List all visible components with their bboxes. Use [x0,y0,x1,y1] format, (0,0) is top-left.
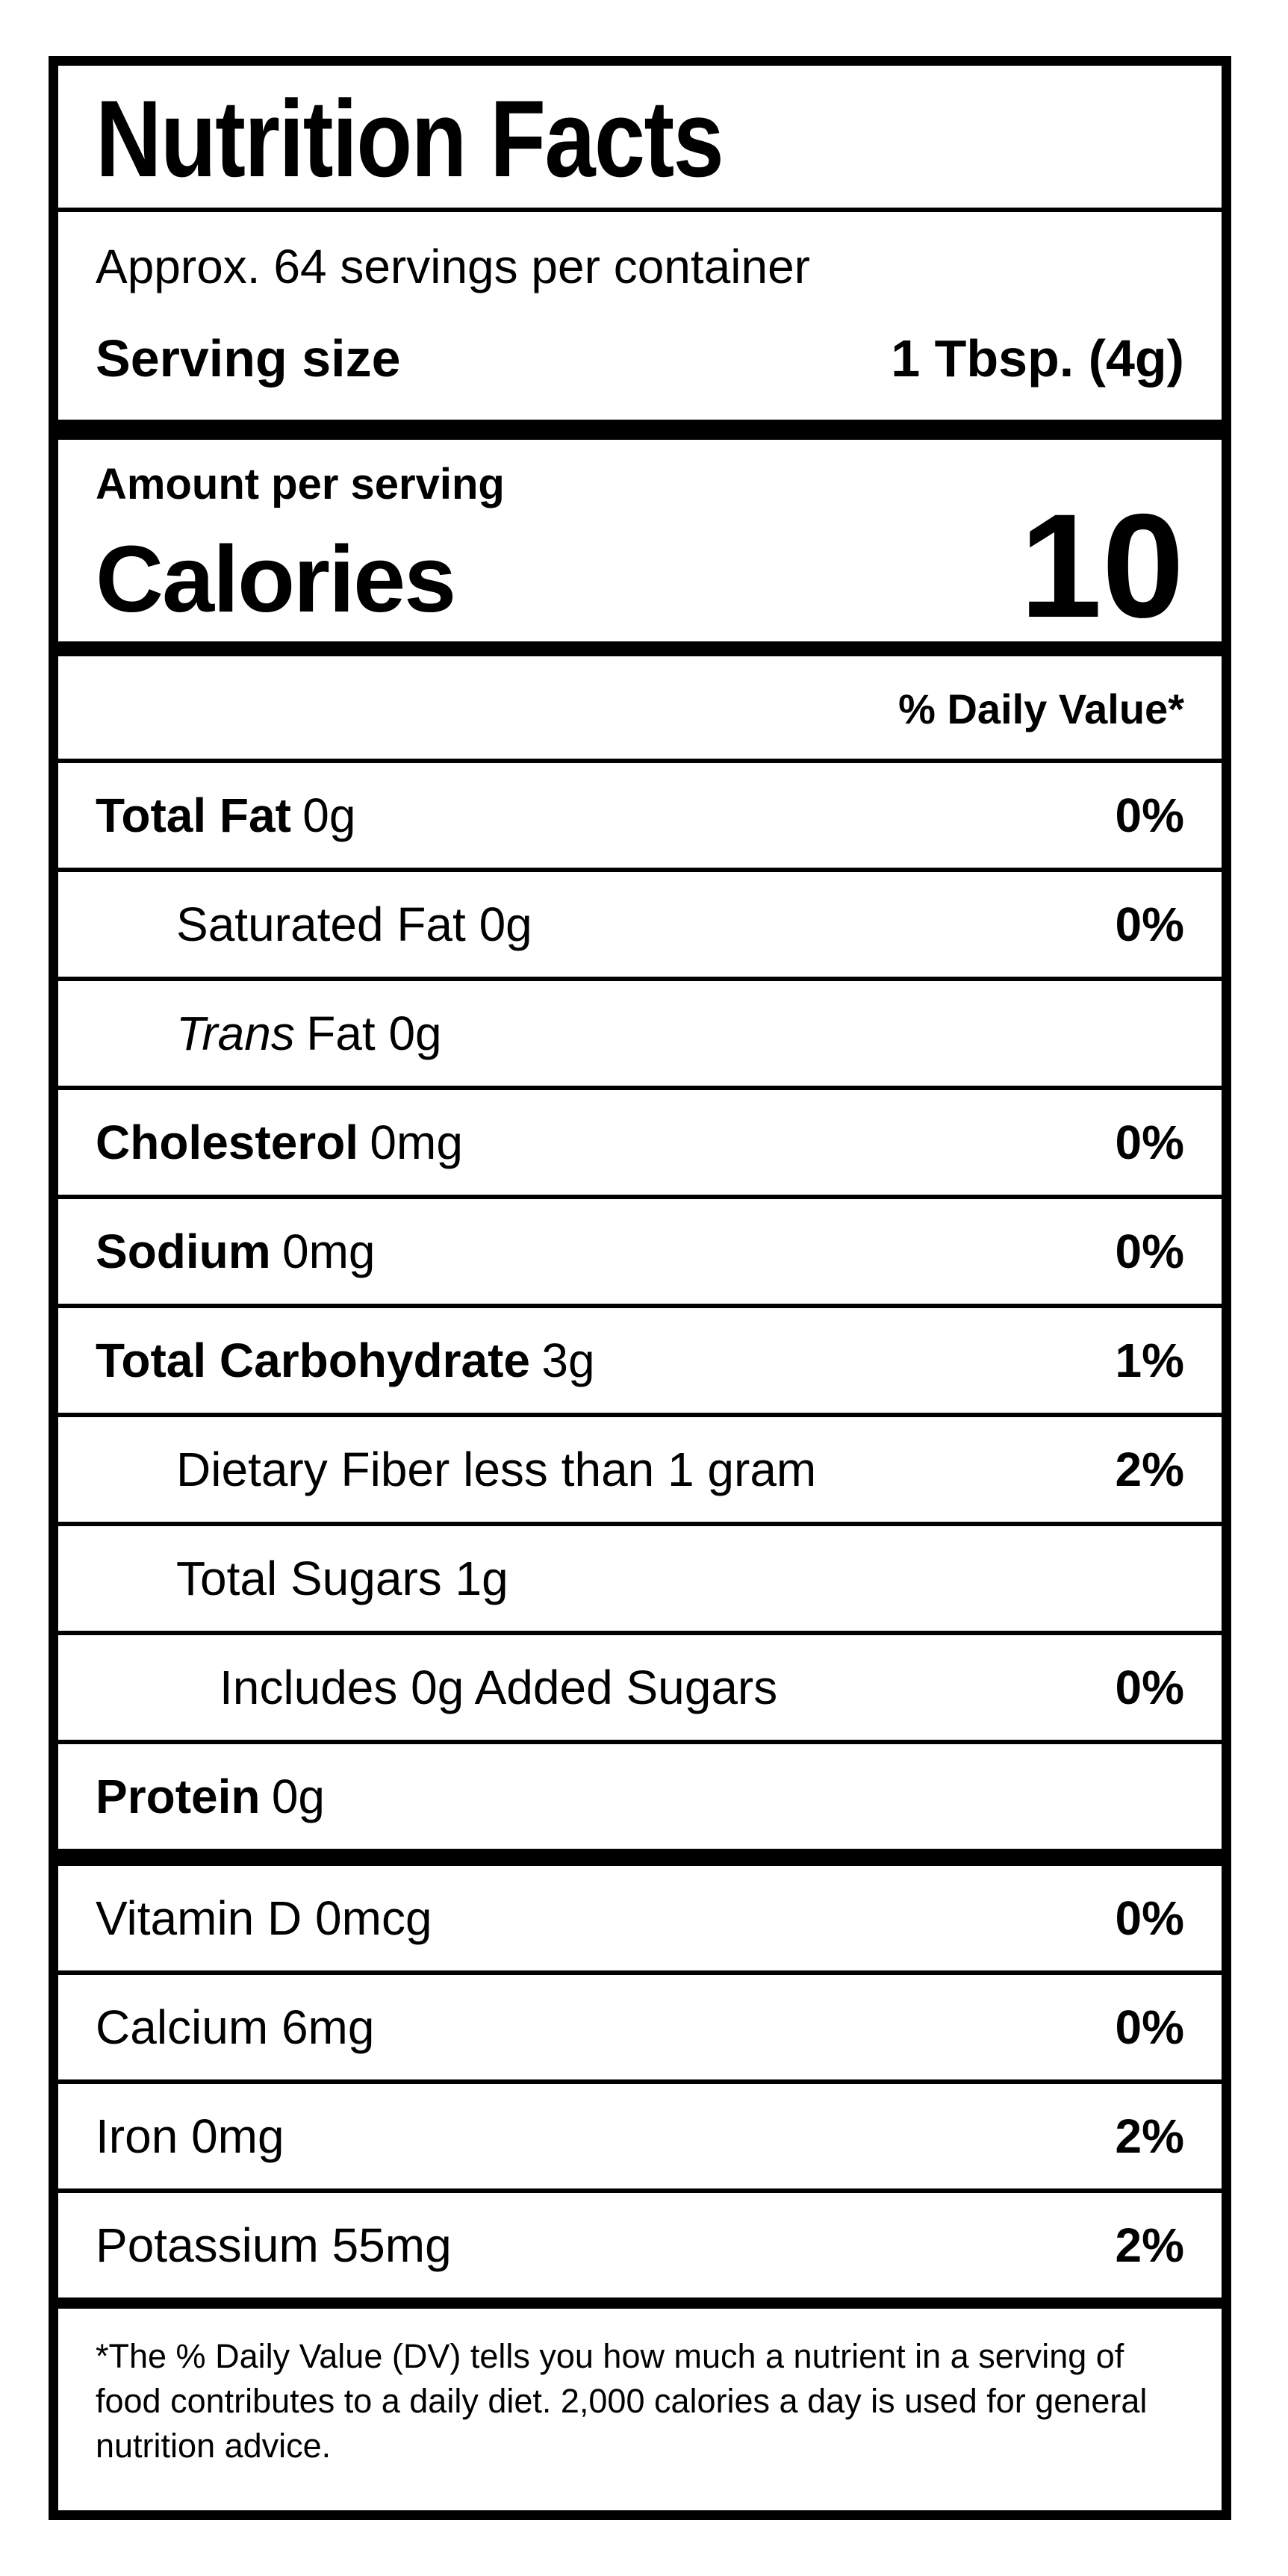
nutrient-row-added-sugars: Includes 0g Added Sugars 0% [58,1631,1222,1740]
calories-left-column: Amount per serving Calories [96,459,505,632]
nutrient-name-bold: Cholesterol [96,1116,359,1170]
nutrient-name: Total Sugars 1g [96,1551,508,1606]
nutrient-name: Cholesterol 0mg [96,1115,463,1170]
vitamin-name: Potassium 55mg [96,2218,452,2273]
daily-value: 0% [1115,897,1185,952]
medium-bar [58,2297,1222,2309]
nutrient-amount: 0mg [282,1225,376,1279]
thick-bar [58,1849,1222,1867]
nutrient-amount: 0g [302,788,356,843]
serving-size-value: 1 Tbsp. (4g) [891,329,1184,388]
nutrient-name-bold: Sodium [96,1225,271,1279]
calories-section: Amount per serving Calories 10 [58,440,1222,642]
label-title: Nutrition Facts [96,78,724,199]
nutrient-row-trans-fat: Trans Fat 0g [58,977,1222,1086]
calories-value: 10 [1019,482,1184,648]
nutrient-row-total-fat: Total Fat 0g 0% [58,759,1222,868]
daily-value: 2% [1115,2109,1185,2164]
nutrient-name: Protein 0g [96,1769,325,1824]
nutrient-name-italic: Trans [176,1007,295,1061]
daily-value-footnote: *The % Daily Value (DV) tells you how mu… [96,2337,1148,2465]
servings-per-container: Approx. 64 servings per container [96,239,810,293]
nutrient-amount: 3g [541,1334,595,1388]
nutrient-name: Trans Fat 0g [96,1006,442,1061]
daily-value: 0% [1115,788,1185,843]
calories-label: Calories [96,526,456,632]
nutrient-row-protein: Protein 0g [58,1740,1222,1849]
nutrient-row-saturated-fat: Saturated Fat 0g 0% [58,868,1222,977]
label-title-section: Nutrition Facts [58,66,1222,208]
nutrient-amount: Includes 0g Added Sugars [220,1661,778,1715]
vitamin-row-vitamin-d: Vitamin D 0mcg 0% [58,1866,1222,1970]
serving-size-label: Serving size [96,329,401,388]
daily-value: 0% [1115,1225,1185,1279]
daily-value: 0% [1115,1116,1185,1170]
nutrient-amount: Total Sugars 1g [176,1552,508,1606]
vitamin-name: Calcium 6mg [96,2000,375,2055]
nutrient-row-dietary-fiber: Dietary Fiber less than 1 gram 2% [58,1413,1222,1522]
amount-per-serving-label: Amount per serving [96,459,505,508]
vitamin-row-potassium: Potassium 55mg 2% [58,2188,1222,2297]
vitamin-name: Vitamin D 0mcg [96,1891,432,1946]
thick-bar [58,419,1222,440]
nutrient-name: Dietary Fiber less than 1 gram [96,1442,816,1497]
nutrient-amount: Fat 0g [306,1007,442,1061]
vitamin-name: Iron 0mg [96,2109,284,2164]
nutrient-name: Includes 0g Added Sugars [96,1660,777,1715]
nutrient-row-total-carbohydrate: Total Carbohydrate 3g 1% [58,1304,1222,1413]
nutrient-row-sodium: Sodium 0mg 0% [58,1195,1222,1304]
vitamin-row-iron: Iron 0mg 2% [58,2079,1222,2188]
nutrition-facts-label: Nutrition Facts Approx. 64 servings per … [49,56,1231,2520]
nutrient-name-bold: Total Carbohydrate [96,1334,530,1388]
daily-value: 2% [1115,2218,1185,2273]
nutrient-amount: 0mg [370,1116,463,1170]
daily-value: 1% [1115,1334,1185,1388]
daily-value: 0% [1115,2000,1185,2055]
nutrient-name-bold: Total Fat [96,788,291,843]
nutrient-row-cholesterol: Cholesterol 0mg 0% [58,1086,1222,1195]
daily-value-header: % Daily Value* [898,685,1184,733]
daily-value: 0% [1115,1891,1185,1946]
serving-size-row: Serving size 1 Tbsp. (4g) [58,299,1222,420]
nutrient-name: Sodium 0mg [96,1224,376,1279]
medium-bar [58,641,1222,657]
nutrient-name-bold: Protein [96,1770,261,1824]
nutrient-name: Total Fat 0g [96,788,355,843]
nutrient-amount: Saturated Fat 0g [176,897,532,952]
nutrient-name: Total Carbohydrate 3g [96,1333,595,1388]
nutrient-row-total-sugars: Total Sugars 1g [58,1522,1222,1631]
divider [58,207,1222,212]
daily-value: 2% [1115,1443,1185,1497]
daily-value: 0% [1115,1661,1185,1715]
vitamin-row-calcium: Calcium 6mg 0% [58,1970,1222,2079]
nutrient-amount: Dietary Fiber less than 1 gram [176,1443,817,1497]
nutrient-name: Saturated Fat 0g [96,897,532,952]
nutrient-amount: 0g [271,1770,326,1824]
